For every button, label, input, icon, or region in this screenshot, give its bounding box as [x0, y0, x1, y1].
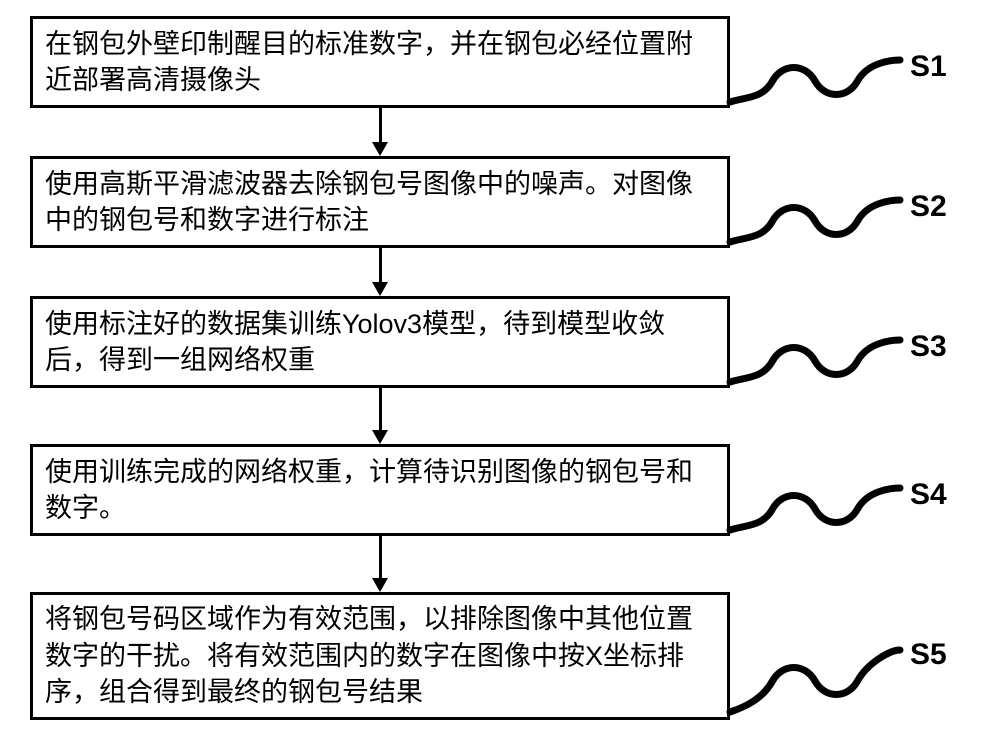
step-text: 使用训练完成的网络权重，计算待识别图像的钢包号和数字。: [45, 454, 715, 527]
arrow-head-icon: [372, 142, 388, 156]
step-box-s5: 将钢包号码区域作为有效范围，以排除图像中其他位置数字的干扰。将有效范围内的数字在…: [30, 592, 730, 720]
arrow-line: [379, 108, 382, 142]
squiggle-connector: [710, 30, 920, 132]
arrow-head-icon: [372, 282, 388, 296]
arrow-head-icon: [372, 430, 388, 444]
step-box-s3: 使用标注好的数据集训练Yolov3模型，待到模型收敛后，得到一组网络权重: [30, 296, 730, 388]
squiggle-connector: [710, 170, 920, 272]
step-box-s4: 使用训练完成的网络权重，计算待识别图像的钢包号和数字。: [30, 444, 730, 536]
arrow-head-icon: [372, 578, 388, 592]
squiggle-connector: [710, 458, 920, 560]
arrow-line: [379, 388, 382, 430]
step-text: 在钢包外壁印制醒目的标准数字，并在钢包必经位置附近部署高清摄像头: [45, 26, 715, 99]
step-text: 使用标注好的数据集训练Yolov3模型，待到模型收敛后，得到一组网络权重: [45, 306, 715, 379]
step-text: 使用高斯平滑滤波器去除钢包号图像中的噪声。对图像中的钢包号和数字进行标注: [45, 166, 715, 239]
squiggle-connector: [710, 310, 920, 412]
step-box-s1: 在钢包外壁印制醒目的标准数字，并在钢包必经位置附近部署高清摄像头: [30, 16, 730, 108]
flowchart-canvas: 在钢包外壁印制醒目的标准数字，并在钢包必经位置附近部署高清摄像头S1使用高斯平滑…: [0, 0, 1000, 740]
step-text: 将钢包号码区域作为有效范围，以排除图像中其他位置数字的干扰。将有效范围内的数字在…: [45, 601, 715, 710]
arrow-line: [379, 248, 382, 282]
squiggle-connector: [710, 620, 920, 742]
arrow-line: [379, 536, 382, 578]
step-box-s2: 使用高斯平滑滤波器去除钢包号图像中的噪声。对图像中的钢包号和数字进行标注: [30, 156, 730, 248]
